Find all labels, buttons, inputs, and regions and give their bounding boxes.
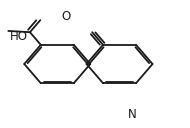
Text: N: N [127, 108, 136, 120]
Text: O: O [61, 10, 70, 23]
Text: HO: HO [10, 30, 28, 43]
